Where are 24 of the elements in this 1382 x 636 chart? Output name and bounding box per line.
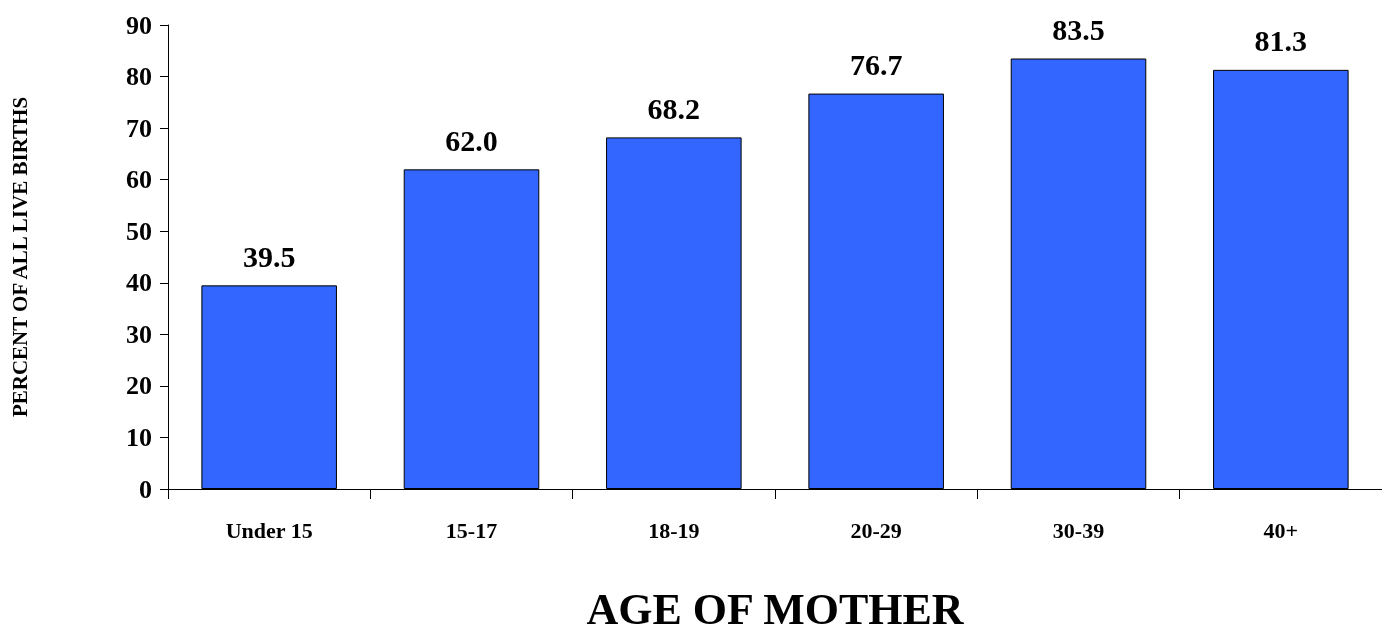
y-axis-title: PERCENT OF ALL LIVE BIRTHS [7,96,32,418]
data-label: 62.0 [445,123,498,157]
y-tick-label: 0 [139,474,152,504]
y-tick-label: 70 [126,113,152,143]
x-tick-label: 18-19 [648,517,700,543]
y-tick-label: 10 [126,422,152,452]
y-tick-label: 80 [126,62,152,92]
x-tick-label: 20-29 [850,517,902,543]
y-tick-label: 30 [126,319,152,349]
x-axis-title: AGE OF MOTHER [586,584,965,634]
y-tick-label: 60 [126,165,152,195]
data-label: 83.5 [1052,13,1105,47]
x-tick-label: 40+ [1263,517,1299,543]
x-tick-label: Under 15 [225,517,313,543]
data-label: 76.7 [849,48,903,82]
data-label: 81.3 [1254,24,1308,58]
data-label: 39.5 [242,239,296,273]
x-tick-label: 15-17 [445,517,498,543]
data-label: 68.2 [647,91,701,125]
y-tick-label: 40 [126,268,152,298]
y-tick-label: 90 [126,10,152,40]
y-tick-label: 50 [126,216,152,246]
x-tick-label: 30-39 [1052,517,1105,543]
y-tick-label: 20 [126,371,152,401]
